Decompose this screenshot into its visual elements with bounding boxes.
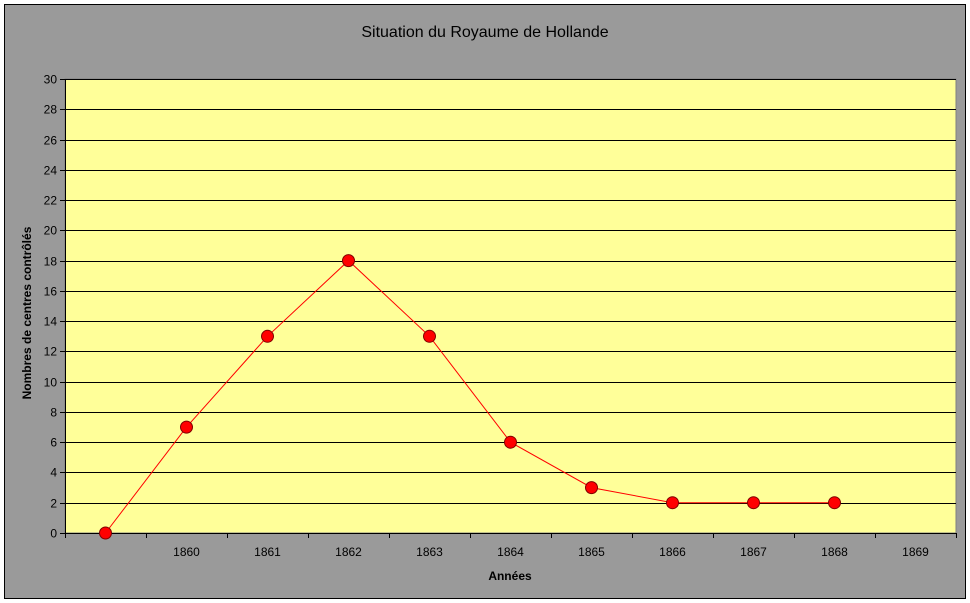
y-tick-label: 28 [44,103,58,117]
y-tick-label: 4 [50,466,57,480]
y-tick-label: 2 [50,497,57,511]
x-tick-label: 1869 [902,545,929,559]
x-tick-label: 1863 [416,545,443,559]
x-tick-label: 1867 [740,545,767,559]
data-point [666,496,679,510]
data-point [342,254,355,268]
data-point [504,435,517,449]
data-point [423,329,436,343]
y-tick-label: 16 [44,285,58,299]
x-tick-label: 1862 [335,545,362,559]
x-tick-label: 1865 [578,545,605,559]
y-tick-label: 6 [50,436,57,450]
x-tick-label: 1868 [821,545,848,559]
x-axis-title: Années [488,569,532,583]
y-tick-label: 8 [50,406,57,420]
chart-title: Situation du Royaume de Hollande [361,24,608,41]
data-series [99,254,841,540]
gridlines [60,79,956,534]
y-tick-label: 10 [44,376,58,390]
y-tick-label: 26 [44,134,58,148]
y-tick-label: 20 [44,224,58,238]
data-point [99,526,112,540]
x-tick-label: 1860 [173,545,200,559]
data-point [261,329,274,343]
y-tick-label: 18 [44,255,58,269]
x-tick-label: 1861 [254,545,281,559]
y-tick-label: 14 [44,315,58,329]
data-point [828,496,841,510]
data-point [585,481,598,495]
x-tick-label: 1864 [497,545,524,559]
x-tick-label: 1866 [659,545,686,559]
data-point [747,496,760,510]
y-tick-label: 12 [44,345,58,359]
y-tick-label: 22 [44,194,58,208]
axes [65,79,957,538]
plot-area [64,78,957,534]
y-tick-label: 30 [44,73,58,87]
y-tick-label: 0 [50,527,57,541]
data-point [180,420,193,434]
y-tick-label: 24 [44,164,58,178]
x-axis-tick-labels: 1860 1861 1862 1863 1864 1865 1866 1867 1868 1869 [173,545,929,559]
series-line [105,259,835,534]
y-axis-title: Nombres de centres contrôlés [20,226,34,399]
